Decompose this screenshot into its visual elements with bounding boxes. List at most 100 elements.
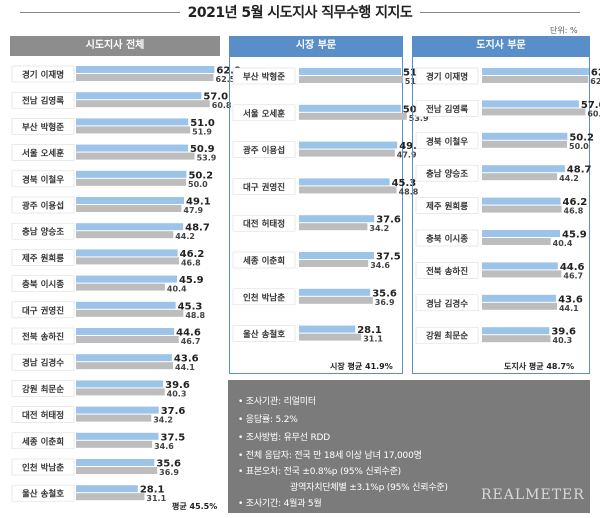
category-label-box	[232, 178, 296, 195]
bar-current	[76, 485, 138, 493]
category-label: 경남 김경수	[22, 358, 64, 369]
data-label-previous: 44.2	[175, 232, 195, 241]
data-label-previous: 44.1	[175, 363, 195, 372]
category-label-box	[11, 380, 75, 397]
panel-mayor-header: 시장 부문	[229, 36, 403, 56]
bar-previous	[299, 76, 403, 83]
data-label-previous: 51.9	[192, 127, 212, 136]
bar-previous	[299, 333, 362, 341]
page-title: 2021년 5월 시도지사 직무수행 지지도	[187, 5, 413, 21]
data-label-current: 50.2	[188, 170, 213, 181]
category-label-box	[232, 141, 296, 158]
data-label-previous: 50.0	[569, 142, 589, 151]
data-label-previous: 34.6	[370, 261, 390, 270]
chart-mayor: 부산 박형준 51.051.9 서울 오세훈 50.953.9 광주 이용섭 49.147…	[232, 67, 429, 344]
category-label-box	[415, 229, 479, 247]
category-label: 제주 원희룡	[22, 253, 64, 264]
category-label: 부산 박형준	[243, 72, 285, 83]
bar-previous	[482, 302, 557, 310]
data-label-current: 46.2	[563, 197, 588, 208]
category-label: 경남 김경수	[426, 298, 468, 309]
category-label-box	[415, 164, 479, 182]
category-label: 충북 이시종	[22, 279, 64, 290]
category-label-box	[232, 251, 296, 269]
bar-current	[76, 92, 202, 100]
bar-previous	[482, 76, 589, 83]
data-label-previous: 40.4	[167, 285, 187, 294]
category-label-box	[11, 301, 75, 319]
bar-previous	[76, 152, 195, 160]
bar-current	[482, 132, 568, 140]
chart-all: 경기 이재명 62.962.5 전남 김영록 57.060.8 부산 박형준 51.051…	[11, 66, 241, 503]
data-label-current: 44.6	[176, 328, 201, 339]
data-label-previous: 40.4	[553, 239, 573, 248]
panel-mayor-average: 시장 평균 41.9%	[330, 362, 393, 371]
category-label: 경기 이재명	[22, 70, 64, 81]
note-margin: • 표본오차: 전국 ±0.8%p (95% 신뢰수준)	[238, 467, 401, 477]
bar-current	[482, 197, 561, 205]
bar-previous	[299, 186, 397, 194]
data-label-previous: 47.9	[183, 206, 203, 215]
note-agency: • 조사기관: 리얼미터	[238, 397, 316, 407]
bar-current	[299, 178, 390, 186]
bar-previous	[482, 238, 551, 245]
data-label-current: 57.0	[581, 100, 600, 111]
bar-previous	[76, 231, 174, 239]
category-label-box	[11, 327, 75, 345]
bar-current	[482, 68, 589, 75]
data-label-previous: 60.8	[587, 109, 600, 118]
category-label: 충남 양승조	[22, 227, 64, 238]
bar-previous	[299, 260, 369, 267]
category-label-box	[415, 294, 479, 312]
data-label-current: 35.6	[372, 288, 397, 299]
data-label-previous: 34.2	[369, 224, 389, 233]
data-label-current: 51.0	[403, 68, 428, 79]
title-rule-left	[20, 12, 180, 13]
category-label: 전북 송하진	[426, 266, 468, 277]
data-label-current: 45.9	[179, 275, 204, 286]
bar-previous	[482, 108, 586, 116]
bar-current	[76, 432, 159, 440]
category-label-box	[232, 67, 296, 85]
bar-current	[76, 249, 178, 257]
survey-notes: • 조사기관: 리얼미터 • 응답률: 5.2% • 조사방법: 유무선 RDD…	[228, 380, 590, 513]
data-label-current: 28.1	[140, 485, 165, 496]
data-label-current: 39.6	[165, 380, 190, 391]
category-label-box	[11, 249, 75, 266]
category-label: 울산 송철호	[243, 329, 285, 340]
bar-current	[76, 406, 159, 414]
bar-previous	[76, 388, 165, 396]
bar-previous	[76, 362, 174, 370]
bar-current	[76, 380, 164, 388]
category-label: 광주 이용섭	[22, 201, 64, 212]
data-label-current: 28.1	[357, 325, 382, 336]
bar-current	[299, 288, 371, 296]
category-label: 세종 이춘희	[243, 256, 285, 267]
note-margin-regional: 광역자치단체별 ±3.1%p (95% 신뢰수준)	[290, 483, 448, 493]
data-label-previous: 40.3	[167, 389, 187, 398]
bar-previous	[76, 467, 158, 474]
category-label-box	[11, 484, 75, 502]
bar-previous	[76, 205, 182, 212]
panel-all-header: 시도지사 전체	[10, 36, 220, 56]
bar-current	[76, 459, 155, 466]
data-label-previous: 31.1	[146, 494, 166, 503]
data-label-previous: 46.7	[563, 271, 583, 280]
category-label: 전남 김영록	[22, 96, 64, 107]
category-label-box	[11, 432, 75, 450]
category-label: 광주 이용섭	[243, 145, 285, 156]
category-label-box	[11, 353, 75, 371]
category-label: 경북 이철우	[22, 174, 64, 185]
data-label-previous: 36.9	[375, 298, 395, 307]
data-label-previous: 62.5	[216, 75, 236, 84]
data-label-previous: 40.3	[553, 336, 573, 345]
bar-previous	[76, 414, 152, 422]
category-label-box	[415, 262, 479, 279]
data-label-previous: 46.8	[564, 207, 584, 216]
data-label-current: 48.7	[567, 165, 592, 176]
category-label-box	[415, 197, 479, 214]
data-label-current: 49.1	[186, 197, 211, 208]
bar-previous	[76, 74, 214, 81]
category-label: 충남 양승조	[426, 169, 468, 180]
bar-previous	[76, 440, 153, 448]
